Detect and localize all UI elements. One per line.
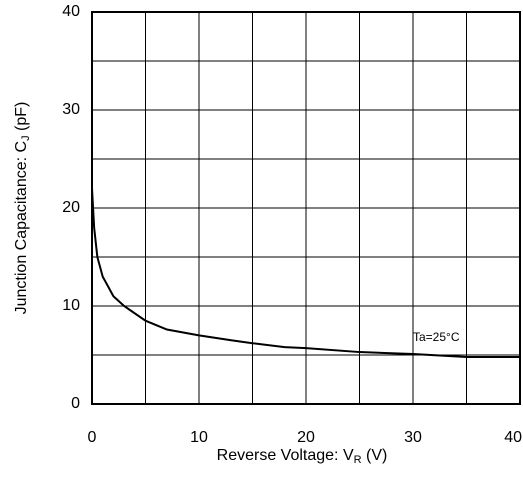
x-tick-label: 10	[190, 429, 208, 446]
y-label-unit: (pF)	[13, 102, 30, 136]
x-tick-label: 40	[504, 429, 522, 446]
x-tick-label: 30	[404, 429, 422, 446]
y-tick-label: 40	[62, 3, 80, 20]
y-tick-label: 30	[62, 101, 80, 118]
y-tick-label: 20	[62, 199, 80, 216]
y-axis-label: Junction Capacitance: CJ (pF)	[13, 102, 32, 315]
x-label-unit: (V)	[362, 447, 388, 464]
data-line	[91, 188, 520, 358]
x-axis-label: Reverse Voltage: VR (V)	[217, 447, 388, 466]
x-tick-label: 20	[297, 429, 315, 446]
annotation: Ta=25°C	[413, 330, 460, 344]
y-tick-label: 0	[71, 395, 80, 412]
plot-frame	[91, 11, 521, 405]
y-label-text: Junction Capacitance: C	[13, 141, 30, 314]
x-label-text: Reverse Voltage: V	[217, 447, 354, 464]
y-label-sub: J	[20, 135, 32, 141]
x-tick-label: 0	[88, 429, 97, 446]
x-label-sub: R	[354, 454, 362, 466]
y-tick-label: 10	[62, 297, 80, 314]
